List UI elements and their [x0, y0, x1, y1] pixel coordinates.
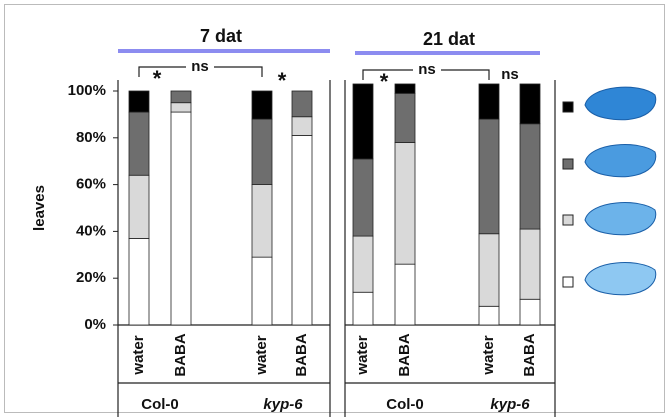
bar-segment	[252, 185, 272, 258]
annotation: *	[380, 69, 389, 94]
bar-segment	[353, 292, 373, 325]
annotation: ns	[418, 61, 436, 78]
bar-segment	[252, 119, 272, 185]
x-tick-label: BABA	[521, 333, 538, 376]
y-tick-label: 20%	[76, 269, 106, 286]
legend-leaves	[585, 87, 656, 295]
y-tick-label: 40%	[76, 222, 106, 239]
x-tick-label: water	[480, 335, 497, 375]
bar-segment	[129, 238, 149, 325]
bar-segment	[520, 299, 540, 325]
bar-segment	[353, 236, 373, 292]
bar-segment	[171, 103, 191, 112]
bar-segment	[292, 135, 312, 325]
y-tick-label: 80%	[76, 129, 106, 146]
bar-segment	[520, 84, 540, 124]
bar-segment	[479, 84, 499, 119]
group-label: Col-0	[386, 396, 424, 413]
x-tick-label: BABA	[293, 333, 310, 376]
annotation: *	[153, 66, 162, 91]
bar-segment	[353, 159, 373, 236]
group-label: kyp-6	[263, 396, 303, 413]
bar-segment	[520, 229, 540, 299]
bar-segment	[395, 142, 415, 264]
y-tick-label: 0%	[84, 316, 106, 333]
panel-title: 7 dat	[200, 26, 242, 46]
group-label: kyp-6	[490, 396, 530, 413]
bar-segment	[292, 117, 312, 136]
x-tick-label: water	[354, 335, 371, 375]
y-axis-label: leaves	[31, 185, 48, 231]
legend-swatch	[563, 102, 573, 112]
legend-swatch	[563, 277, 573, 287]
panel-title: 21 dat	[423, 29, 475, 49]
x-tick-label: BABA	[172, 333, 189, 376]
bar-segment	[395, 84, 415, 93]
legend-swatch	[563, 215, 573, 225]
bar-segment	[129, 112, 149, 175]
bar-segment	[171, 91, 191, 103]
x-tick-label: water	[130, 335, 147, 375]
bar-segment	[252, 257, 272, 325]
bar-segment	[171, 112, 191, 325]
y-tick-label: 100%	[68, 82, 106, 99]
legend-swatch	[563, 159, 573, 169]
chart: 7 dat 0% 20% 40% 60% 80% 100% leaves water BABA wa…	[0, 0, 669, 417]
bar-segment	[395, 93, 415, 142]
bar-segment	[252, 91, 272, 119]
y-tick-label: 60%	[76, 176, 106, 193]
annotation: ns	[191, 58, 209, 75]
annotation: *	[278, 68, 287, 93]
bar-segment	[292, 91, 312, 117]
x-tick-label: BABA	[396, 333, 413, 376]
group-label: Col-0	[141, 396, 179, 413]
bar-segment	[129, 175, 149, 238]
page: {"chart_data": [ {"type": "bar", "stacke…	[0, 0, 669, 417]
annotation: ns	[501, 66, 519, 83]
bar-segment	[479, 234, 499, 307]
x-tick-label: water	[253, 335, 270, 375]
bar-segment	[479, 119, 499, 234]
bar-segment	[353, 84, 373, 159]
bar-segment	[129, 91, 149, 112]
bar-segment	[520, 124, 540, 229]
bar-segment	[479, 306, 499, 325]
bar-segment	[395, 264, 415, 325]
outer-frame	[5, 5, 665, 413]
